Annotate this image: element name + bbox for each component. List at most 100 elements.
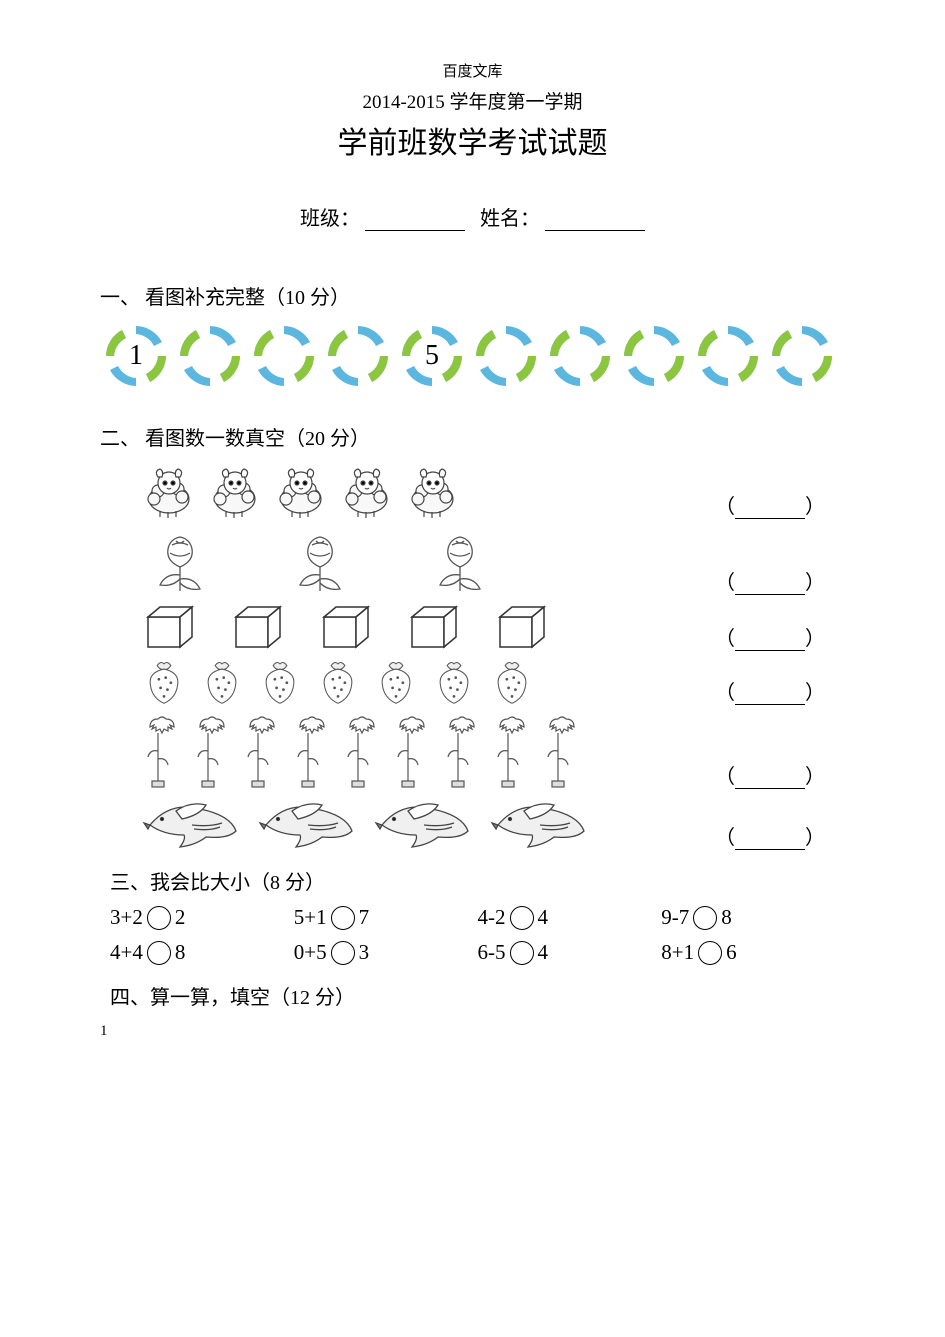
ring-item (174, 320, 246, 392)
compare-circle-blank[interactable] (147, 906, 171, 930)
strawberry-icon (488, 657, 536, 705)
student-fields: 班级： 姓名： (100, 202, 845, 231)
compare-circle-blank[interactable] (331, 941, 355, 965)
ring-item: 5 (396, 320, 468, 392)
cube-icon (404, 601, 462, 651)
name-input-line[interactable] (545, 208, 645, 231)
count-rows: （） （） （） （） （） （） (100, 461, 845, 850)
ring-item (766, 320, 838, 392)
strawberry-icon (198, 657, 246, 705)
icon-group (140, 461, 685, 519)
compare-item: 8+16 (661, 940, 845, 965)
count-row: （） (140, 711, 845, 789)
ring-number: 5 (396, 320, 468, 392)
compare-item: 9-7 8 (661, 905, 845, 930)
ring-item (618, 320, 690, 392)
carnation-icon (140, 711, 176, 789)
sheep-icon (206, 461, 264, 519)
cube-icon (228, 601, 286, 651)
compare-right: 7 (359, 905, 370, 930)
compare-right: 2 (175, 905, 186, 930)
answer-blank[interactable]: （） (715, 566, 845, 595)
compare-left: 0+5 (294, 940, 327, 965)
carnation-icon (340, 711, 376, 789)
compare-circle-blank[interactable] (693, 906, 717, 930)
compare-left: 9-7 (661, 905, 689, 930)
name-label: 姓名： (480, 208, 540, 230)
count-row: （） (140, 795, 845, 850)
ring-item (470, 320, 542, 392)
cube-icon (140, 601, 198, 651)
bird-icon (372, 795, 472, 850)
compare-right: 4 (538, 905, 549, 930)
answer-blank[interactable]: （） (715, 821, 845, 850)
icon-group (140, 795, 685, 850)
count-row: （） (140, 601, 845, 651)
strawberry-icon (140, 657, 188, 705)
compare-right: 4 (538, 940, 549, 965)
page-number: 1 (100, 1023, 108, 1040)
bird-icon (140, 795, 240, 850)
icon-group (140, 711, 685, 789)
icon-group (140, 601, 685, 651)
compare-right: 8 (175, 940, 186, 965)
sheep-icon (404, 461, 462, 519)
ring-sequence: 15 (100, 320, 845, 392)
answer-blank[interactable]: （） (715, 490, 845, 519)
bird-icon (488, 795, 588, 850)
carnation-icon (290, 711, 326, 789)
icon-group (140, 525, 685, 595)
class-input-line[interactable] (365, 208, 465, 231)
carnation-icon (190, 711, 226, 789)
ring-item (544, 320, 616, 392)
answer-blank[interactable]: （） (715, 622, 845, 651)
carnation-icon (540, 711, 576, 789)
sheep-icon (140, 461, 198, 519)
compare-left: 6-5 (478, 940, 506, 965)
strawberry-icon (430, 657, 478, 705)
source-header: 百度文库 (100, 60, 845, 81)
compare-right: 8 (721, 905, 732, 930)
ring-item (692, 320, 764, 392)
exam-title: 学前班数学考试试题 (100, 118, 845, 162)
bird-icon (256, 795, 356, 850)
strawberry-icon (256, 657, 304, 705)
ring-item: 1 (100, 320, 172, 392)
count-row: （） (140, 657, 845, 705)
compare-circle-blank[interactable] (510, 906, 534, 930)
compare-left: 5+1 (294, 905, 327, 930)
compare-item: 5+1 7 (294, 905, 478, 930)
compare-circle-blank[interactable] (510, 941, 534, 965)
class-label: 班级： (300, 208, 360, 230)
ring-item (322, 320, 394, 392)
strawberry-icon (314, 657, 362, 705)
compare-item: 4+48 (110, 940, 294, 965)
compare-item: 6-5 4 (478, 940, 662, 965)
carnation-icon (440, 711, 476, 789)
compare-left: 4-2 (478, 905, 506, 930)
compare-item: 0+5 3 (294, 940, 478, 965)
carnation-icon (490, 711, 526, 789)
ring-number: 1 (100, 320, 172, 392)
strawberry-icon (372, 657, 420, 705)
cube-icon (316, 601, 374, 651)
compare-circle-blank[interactable] (331, 906, 355, 930)
compare-circle-blank[interactable] (147, 941, 171, 965)
icon-group (140, 657, 685, 705)
answer-blank[interactable]: （） (715, 760, 845, 789)
section1-heading: 一、 看图补充完整（10 分） (100, 281, 845, 310)
compare-right: 3 (359, 940, 370, 965)
count-row: （） (140, 525, 845, 595)
compare-right: 6 (726, 940, 737, 965)
compare-grid: 3+225+174-249-784+480+536-548+16 (110, 905, 845, 965)
count-row: （） (140, 461, 845, 519)
answer-blank[interactable]: （） (715, 676, 845, 705)
section2-heading: 二、 看图数一数真空（20 分） (100, 422, 845, 451)
carnation-icon (390, 711, 426, 789)
compare-item: 4-2 4 (478, 905, 662, 930)
cube-icon (492, 601, 550, 651)
compare-circle-blank[interactable] (698, 941, 722, 965)
rose-icon (280, 525, 360, 595)
page: 百度文库 2014-2015 学年度第一学期 学前班数学考试试题 班级： 姓名：… (0, 0, 945, 1060)
rose-icon (420, 525, 500, 595)
